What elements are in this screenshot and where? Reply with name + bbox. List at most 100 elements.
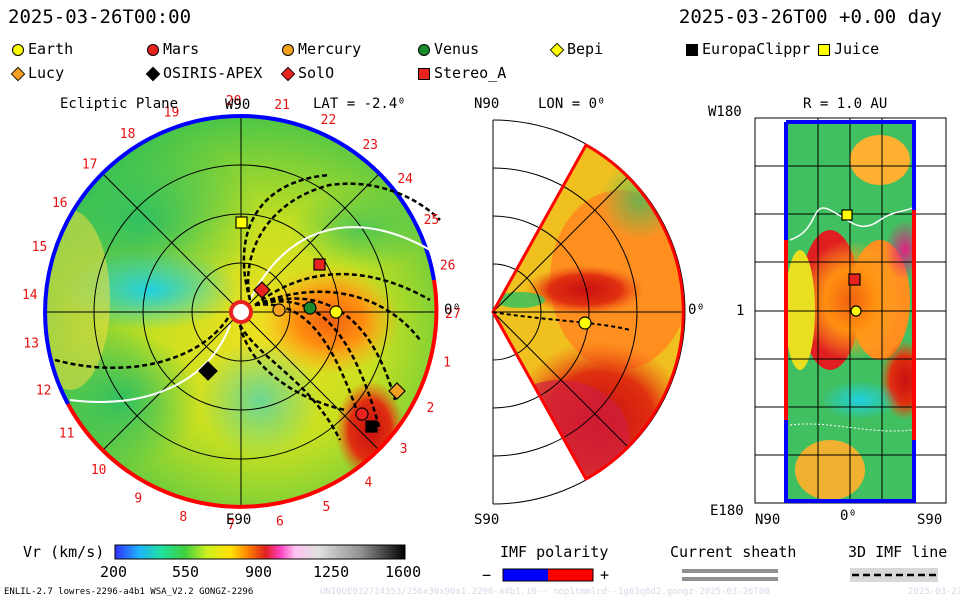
meridional-earth-marker — [578, 316, 592, 330]
rotation-number-4: 4 — [364, 475, 372, 490]
rotation-number-26: 26 — [440, 259, 456, 274]
legend-item-mars: Mars — [147, 40, 199, 58]
legend-item-mercury: Mercury — [282, 40, 361, 58]
square-icon — [818, 43, 830, 56]
rotation-number-7: 7 — [227, 518, 235, 533]
meridional-top-label: N90 — [474, 96, 500, 112]
synoptic-juice-marker — [841, 209, 853, 221]
legend-label: OSIRIS-APEX — [163, 64, 263, 82]
rotation-number-1: 1 — [443, 356, 451, 371]
legend-item-bepi: Bepi — [549, 40, 604, 58]
legend-label: Earth — [28, 40, 74, 58]
imf-minus-label: − — [482, 566, 492, 584]
venus-marker — [303, 301, 317, 315]
legend-label: Stereo_A — [434, 64, 507, 82]
legend-item-stereo-a: Stereo_A — [418, 64, 506, 82]
rotation-number-2: 2 — [426, 401, 434, 416]
header-time-right: 2025-03-26T00 +0.00 day — [678, 6, 942, 28]
legend-item-earth: Earth — [12, 40, 73, 58]
legend-label: Juice — [834, 40, 880, 58]
rotation-number-12: 12 — [36, 384, 52, 399]
rotation-number-3: 3 — [400, 442, 408, 457]
imf-polarity-label: IMF polarity — [500, 543, 609, 561]
rotation-number-8: 8 — [179, 510, 187, 525]
juice-marker — [235, 216, 248, 229]
synoptic-y-bottom: E180 — [710, 503, 744, 519]
ecliptic-bodies — [198, 216, 406, 433]
synoptic-y-mid: 1 — [736, 303, 745, 319]
rotation-number-19: 19 — [164, 106, 180, 121]
colorbar-tick-1250: 1250 — [313, 563, 350, 581]
diamond-icon — [549, 42, 565, 57]
circle-icon — [418, 43, 430, 56]
diamond-icon — [145, 66, 161, 81]
colorbar-tick-200: 200 — [100, 563, 128, 581]
circle-icon — [147, 43, 159, 56]
legend-label: Bepi — [567, 40, 604, 58]
rotation-number-20: 20 — [226, 94, 242, 109]
legend-item-venus: Venus — [418, 40, 479, 58]
colorbar-tick-900: 900 — [245, 563, 273, 581]
imf-negative-swatch — [503, 569, 548, 581]
ecliptic-right-label: 0⁰ — [444, 302, 461, 318]
rotation-number-11: 11 — [59, 427, 75, 442]
ecliptic-lat-label: LAT = -2.4⁰ — [313, 96, 406, 112]
osiris-apex-marker — [198, 361, 218, 381]
meridional-lon-label: LON = 0⁰ — [538, 96, 606, 112]
colorbar-label: Vr (km/s) — [23, 543, 105, 561]
ecliptic-top-label: W90 — [225, 97, 251, 113]
ecliptic-title: Ecliptic Plane — [60, 96, 179, 112]
rotation-number-17: 17 — [82, 158, 98, 173]
synoptic-y-top: W180 — [708, 104, 742, 120]
synoptic-title: R = 1.0 AU — [803, 96, 888, 112]
rotation-number-27: 27 — [445, 307, 461, 322]
meridional-plane-panel — [491, 119, 686, 505]
mercury-marker — [272, 303, 286, 317]
legend-item-osiris-apex: OSIRIS-APEX — [145, 64, 263, 82]
rotation-number-23: 23 — [362, 138, 378, 153]
diamond-icon — [280, 66, 296, 81]
legend-label: EuropaClippr — [702, 40, 811, 58]
colorbar-tick-550: 550 — [172, 563, 200, 581]
rotation-number-15: 15 — [32, 240, 48, 255]
header-time-left: 2025-03-26T00:00 — [8, 6, 192, 28]
imf-line-label: 3D IMF line — [848, 543, 948, 561]
legend-label: Mars — [163, 40, 200, 58]
legend-label: Lucy — [28, 64, 65, 82]
rotation-number-21: 21 — [274, 98, 290, 113]
europa-clipper-marker — [365, 420, 378, 433]
footer-date: 2025-03-27 — [908, 587, 960, 597]
rotation-number-13: 13 — [23, 337, 39, 352]
imf-plus-label: + — [600, 566, 610, 584]
diamond-icon — [10, 66, 26, 81]
meridional-bottom-label: S90 — [474, 512, 500, 528]
synoptic-x-left: N90 — [755, 512, 781, 528]
vr-colorbar — [114, 544, 406, 560]
stereo-a-marker — [313, 258, 326, 271]
imf-line-swatch — [850, 568, 938, 582]
legend-label: Venus — [434, 40, 480, 58]
colorbar-tick-1600: 1600 — [385, 563, 422, 581]
rotation-number-5: 5 — [322, 500, 330, 515]
synoptic-earth-marker — [850, 305, 862, 317]
rotation-number-10: 10 — [91, 463, 107, 478]
rotation-number-16: 16 — [52, 196, 68, 211]
rotation-number-25: 25 — [424, 213, 440, 228]
earth-marker — [329, 305, 343, 319]
legend-label: SolO — [298, 64, 335, 82]
rotation-number-24: 24 — [397, 172, 413, 187]
footer-run-info: ENLIL-2.7 lowres-2296-a4b1 WSA_V2.2 GONG… — [4, 587, 254, 597]
legend-item-europaclippr: EuropaClippr — [686, 40, 810, 58]
circle-icon — [12, 43, 24, 56]
square-icon — [418, 67, 430, 80]
rotation-number-14: 14 — [22, 288, 38, 303]
meridional-right-label: 0⁰ — [688, 302, 705, 318]
synoptic-stereo-a-marker — [848, 273, 861, 286]
footer-run-id: UNIQUE032714353/256x30x90x1.2296-a4b1.16… — [320, 587, 770, 597]
current-sheath-label: Current sheath — [670, 543, 797, 561]
square-icon — [686, 43, 698, 56]
legend-item-juice: Juice — [818, 40, 879, 58]
legend-label: Mercury — [298, 40, 362, 58]
legend-item-lucy: Lucy — [10, 64, 65, 82]
